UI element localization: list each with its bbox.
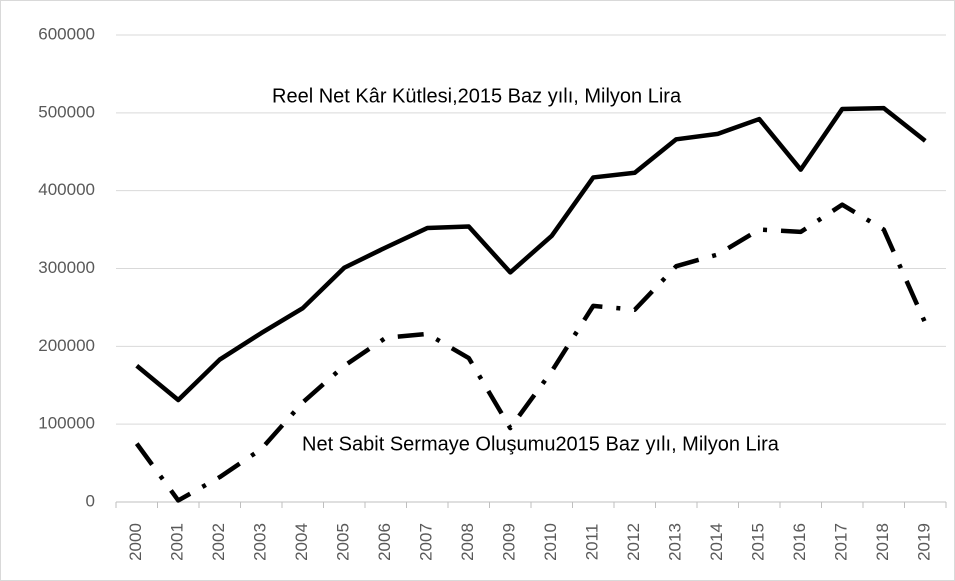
series-line xyxy=(134,202,928,503)
series-label: Reel Net Kâr Kütlesi,2015 Baz yılı, Mily… xyxy=(272,85,682,107)
x-tick-label: 2015 xyxy=(749,523,768,561)
x-tick-label: 2004 xyxy=(292,523,311,561)
x-tick-label: 2002 xyxy=(209,523,228,561)
x-tick-label: 2010 xyxy=(541,523,560,561)
series-label: Net Sabit Sermaye Oluşumu2015 Baz yılı, … xyxy=(302,433,780,455)
x-tick-label: 2003 xyxy=(251,523,270,561)
x-tick-label: 2016 xyxy=(790,523,809,561)
y-tick-label: 0 xyxy=(86,491,95,510)
x-tick-label: 2006 xyxy=(375,523,394,561)
x-tick-label: 2013 xyxy=(666,523,685,561)
y-tick-label: 500000 xyxy=(38,102,95,121)
y-tick-label: 100000 xyxy=(38,414,95,433)
x-tick-label: 2008 xyxy=(458,523,477,561)
x-tick-label: 2018 xyxy=(873,523,892,561)
series-line xyxy=(135,105,927,403)
x-tick-label: 2007 xyxy=(417,523,436,561)
x-tick-label: 2017 xyxy=(832,523,851,561)
x-tick-label: 2014 xyxy=(707,523,726,561)
x-tick-label: 2005 xyxy=(334,523,353,561)
x-tick-label: 2001 xyxy=(168,523,187,561)
x-tick-label: 2000 xyxy=(126,523,145,561)
x-tick-label: 2019 xyxy=(915,523,934,561)
y-tick-label: 200000 xyxy=(38,336,95,355)
x-tick-label: 2012 xyxy=(624,523,643,561)
y-tick-label: 400000 xyxy=(38,180,95,199)
y-tick-label: 300000 xyxy=(38,258,95,277)
x-tick-label: 2009 xyxy=(500,523,519,561)
y-tick-label: 600000 xyxy=(38,24,95,43)
x-tick-label: 2011 xyxy=(583,524,602,561)
